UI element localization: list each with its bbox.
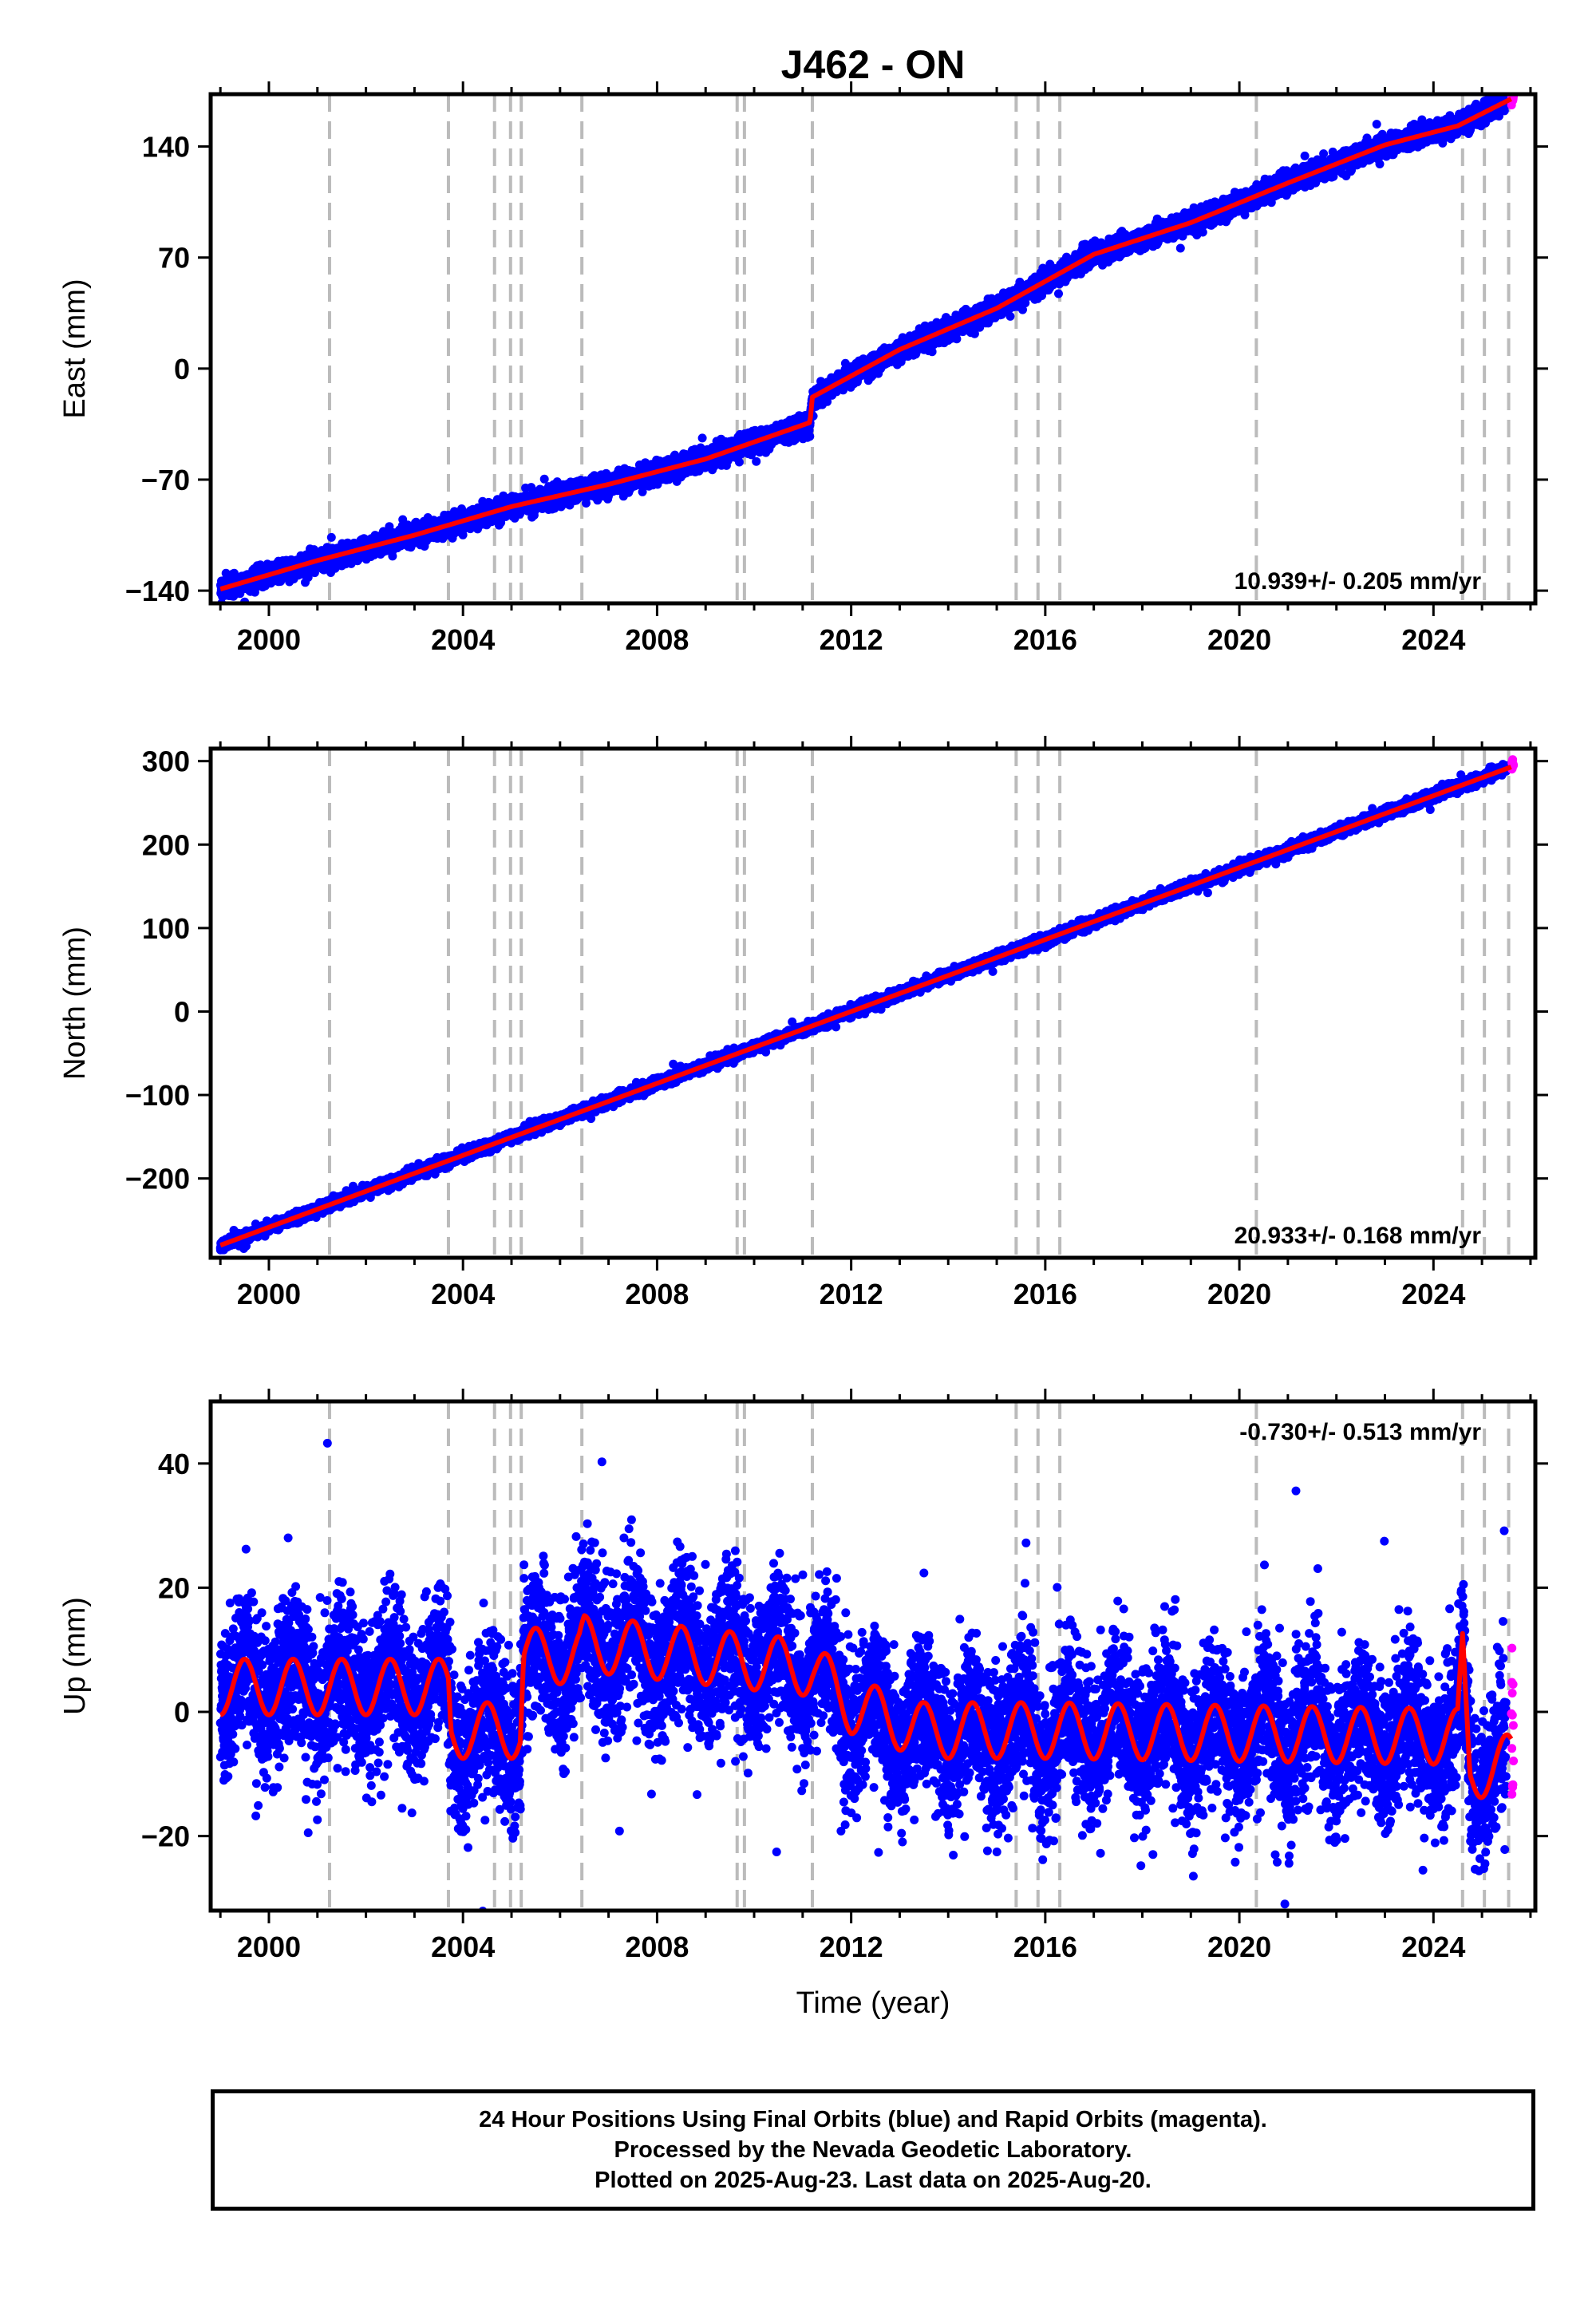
final-orbit-point bbox=[326, 532, 336, 542]
east-panel: 2000 2004 2008 2012 2016 2020 2024−140−7007014… bbox=[58, 81, 1548, 656]
final-orbit-point bbox=[539, 474, 549, 484]
final-orbit-point bbox=[310, 568, 319, 578]
final-orbit-point bbox=[582, 499, 591, 508]
final-orbit-point bbox=[734, 457, 744, 467]
east-plot-area bbox=[216, 94, 1518, 603]
figure-title: J462 - ON bbox=[781, 42, 966, 87]
final-orbit-point bbox=[697, 433, 707, 443]
final-orbit-point bbox=[752, 456, 761, 466]
final-orbit-point bbox=[805, 432, 815, 441]
